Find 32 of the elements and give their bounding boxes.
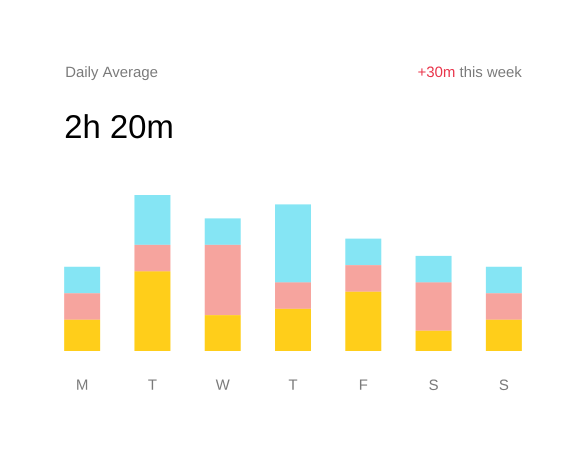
x-tick-label: T xyxy=(288,380,298,390)
bar xyxy=(204,218,241,245)
x-tick-label: M xyxy=(77,380,88,390)
text: this week xyxy=(460,66,522,78)
chart-title: Daily Average xyxy=(66,66,158,80)
bar xyxy=(486,293,522,320)
bar xyxy=(134,271,170,351)
bar xyxy=(204,315,241,351)
bar xyxy=(345,238,382,266)
bar xyxy=(275,204,312,282)
bar xyxy=(416,256,452,282)
x-tick-label: S xyxy=(429,380,438,390)
text: +30m xyxy=(418,66,454,78)
bar xyxy=(64,266,100,294)
x-tick-label: F xyxy=(360,380,368,390)
bar xyxy=(204,244,241,316)
bar xyxy=(134,244,170,272)
bar xyxy=(345,292,382,351)
bar xyxy=(416,282,452,331)
bar xyxy=(486,320,522,351)
bar xyxy=(275,282,312,309)
bar xyxy=(275,308,312,351)
bar xyxy=(416,330,452,351)
x-tick-label: S xyxy=(500,380,508,390)
chart-subtitle: 2h 20m xyxy=(66,114,172,138)
x-tick-label: W xyxy=(216,380,230,390)
bar xyxy=(64,293,100,320)
bar xyxy=(486,266,522,294)
bar xyxy=(134,194,170,245)
x-tick-label: T xyxy=(148,380,157,390)
bar xyxy=(64,320,100,351)
bar xyxy=(345,265,382,292)
